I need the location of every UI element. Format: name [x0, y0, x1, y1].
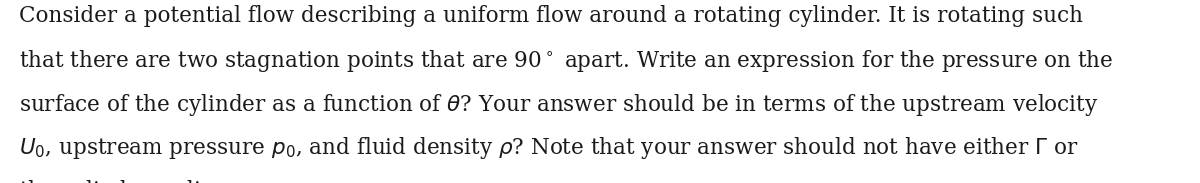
Text: the cylinder radius $a$.: the cylinder radius $a$. — [19, 178, 252, 183]
Text: Consider a potential flow describing a uniform flow around a rotating cylinder. : Consider a potential flow describing a u… — [19, 5, 1084, 27]
Text: $U_0$, upstream pressure $p_0$, and fluid density $\rho$? Note that your answer : $U_0$, upstream pressure $p_0$, and flui… — [19, 135, 1079, 160]
Text: surface of the cylinder as a function of $\theta$? Your answer should be in term: surface of the cylinder as a function of… — [19, 92, 1099, 117]
Text: that there are two stagnation points that are 90$^\circ$ apart. Write an express: that there are two stagnation points tha… — [19, 48, 1114, 74]
